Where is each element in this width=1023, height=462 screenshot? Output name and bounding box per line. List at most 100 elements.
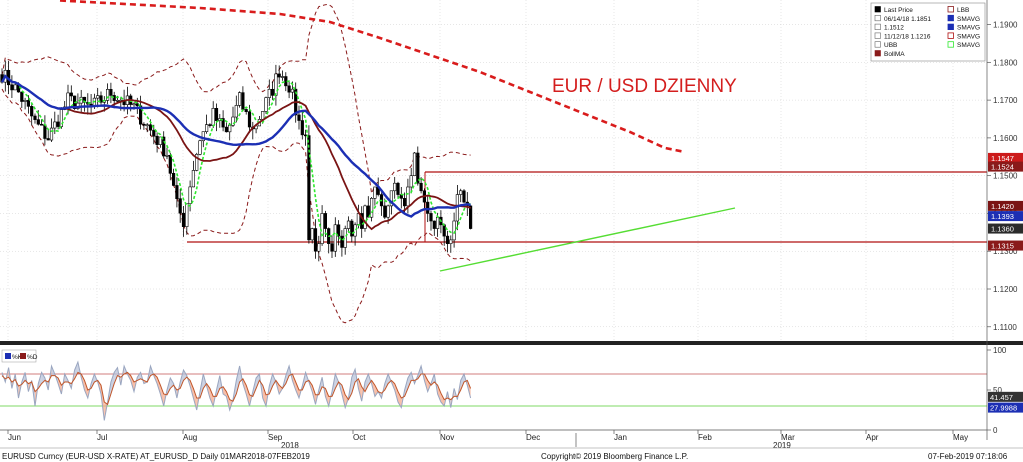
k-square-icon xyxy=(5,353,11,359)
candle-body xyxy=(353,224,357,237)
stoch-k-line xyxy=(1,360,472,421)
darkred-square-icon xyxy=(874,50,881,57)
legend-label: BollMA xyxy=(884,51,905,58)
x-month-label: Nov xyxy=(440,433,454,442)
stoch-tick-label: 50 xyxy=(993,386,1002,395)
stoch-fill xyxy=(269,374,273,394)
candle-body xyxy=(373,186,377,199)
sma-blue xyxy=(0,74,471,218)
stoch-fill xyxy=(110,372,115,394)
stoch-fill xyxy=(341,385,346,408)
candle-body xyxy=(20,91,24,102)
candle-body xyxy=(393,182,397,192)
candle-body xyxy=(462,190,466,203)
stoch-fill xyxy=(384,374,389,390)
candle-body xyxy=(195,153,199,171)
stoch-tick-label: 100 xyxy=(993,346,1007,355)
candle-body xyxy=(290,88,295,93)
panel-separator xyxy=(0,341,1023,345)
price-tag-label: 1.1360 xyxy=(991,225,1014,234)
legend-label: 11/12/18 1.1216 xyxy=(884,33,931,40)
stoch-fill xyxy=(285,366,290,384)
candle-body xyxy=(270,88,275,96)
candle-body xyxy=(23,100,27,102)
legend-label: Last Price xyxy=(884,7,913,14)
candle-body xyxy=(36,119,40,125)
price-tag-bg xyxy=(988,211,1023,222)
stoch-fill xyxy=(262,385,266,406)
stoch-fill xyxy=(358,378,362,402)
stoch-fill xyxy=(236,366,240,394)
x-month-label: May xyxy=(953,433,968,442)
candle-body xyxy=(168,154,172,174)
candle-body xyxy=(247,111,252,128)
candle-body xyxy=(10,84,14,91)
x-month-label: Jun xyxy=(8,433,21,442)
candle-body xyxy=(264,97,268,112)
stoch-plot-area xyxy=(0,347,987,437)
candle-body xyxy=(238,92,242,106)
candle-body xyxy=(66,92,70,108)
candle-body xyxy=(333,224,337,252)
candle-body xyxy=(383,205,387,218)
candle-body xyxy=(43,124,47,139)
price-tag-label: 1.1524 xyxy=(991,163,1014,172)
candle-body xyxy=(53,121,57,129)
candle-body xyxy=(158,136,163,145)
legend-label: SMAVG xyxy=(957,42,980,49)
candle-body xyxy=(419,182,423,192)
candle-body xyxy=(274,73,278,96)
red-dash-icon xyxy=(947,32,954,39)
price-tag-label: 1.1393 xyxy=(991,212,1014,221)
stoch-fill xyxy=(407,372,412,389)
stoch-tag-bg xyxy=(988,391,1023,402)
lower-bollinger-band xyxy=(1,88,471,324)
stoch-fill xyxy=(295,382,299,398)
blue-square-icon xyxy=(947,23,954,31)
stoch-fill xyxy=(74,362,78,379)
y-tick-label: 1.1800 xyxy=(993,58,1018,67)
candle-body xyxy=(214,108,219,121)
candle-body xyxy=(267,88,271,98)
price-tag-bg xyxy=(988,161,1023,172)
candle-body xyxy=(205,124,209,132)
x-month-label: Dec xyxy=(526,433,540,442)
green-dash-icon xyxy=(947,41,954,48)
legend-frame xyxy=(870,2,986,62)
candle-body xyxy=(307,135,311,241)
candle-body xyxy=(366,205,370,218)
stochastic-oscillator: 100 50 0 41.457 27.9988 %K %D xyxy=(0,346,1023,437)
candle-body xyxy=(363,205,367,229)
stoch-fill xyxy=(398,391,402,408)
candle-body xyxy=(106,89,110,101)
x-month-label: Mar xyxy=(781,433,795,442)
candle-body xyxy=(211,108,215,126)
plus-mark-icon xyxy=(874,23,881,30)
candle-body xyxy=(162,136,166,157)
candle-body xyxy=(188,186,192,205)
candle-body xyxy=(234,105,238,118)
x-year-label: 2019 xyxy=(773,441,791,450)
inv-t-mark-icon xyxy=(874,32,881,39)
stoch-fill xyxy=(193,388,197,410)
candle-body xyxy=(99,95,103,103)
candle-body xyxy=(409,175,413,188)
candle-body xyxy=(386,205,390,218)
candle-body xyxy=(231,116,235,126)
candle-body xyxy=(396,182,400,195)
candle-body xyxy=(416,152,420,184)
x-month-label: Feb xyxy=(698,433,712,442)
candle-body xyxy=(221,118,225,128)
outline-bracket-icon xyxy=(947,6,954,13)
legend-label: LBB xyxy=(957,7,969,14)
legend-label: UBB xyxy=(884,42,897,49)
candle-body xyxy=(13,84,17,91)
candle-body xyxy=(320,213,324,244)
candle-body xyxy=(277,73,281,78)
stoch-fill xyxy=(374,385,379,397)
price-tag-bg xyxy=(988,240,1023,251)
moving-averages xyxy=(0,0,686,242)
y-tick-label: 1.1900 xyxy=(993,21,1018,30)
legend-label: 06/14/18 1.1851 xyxy=(884,16,931,23)
